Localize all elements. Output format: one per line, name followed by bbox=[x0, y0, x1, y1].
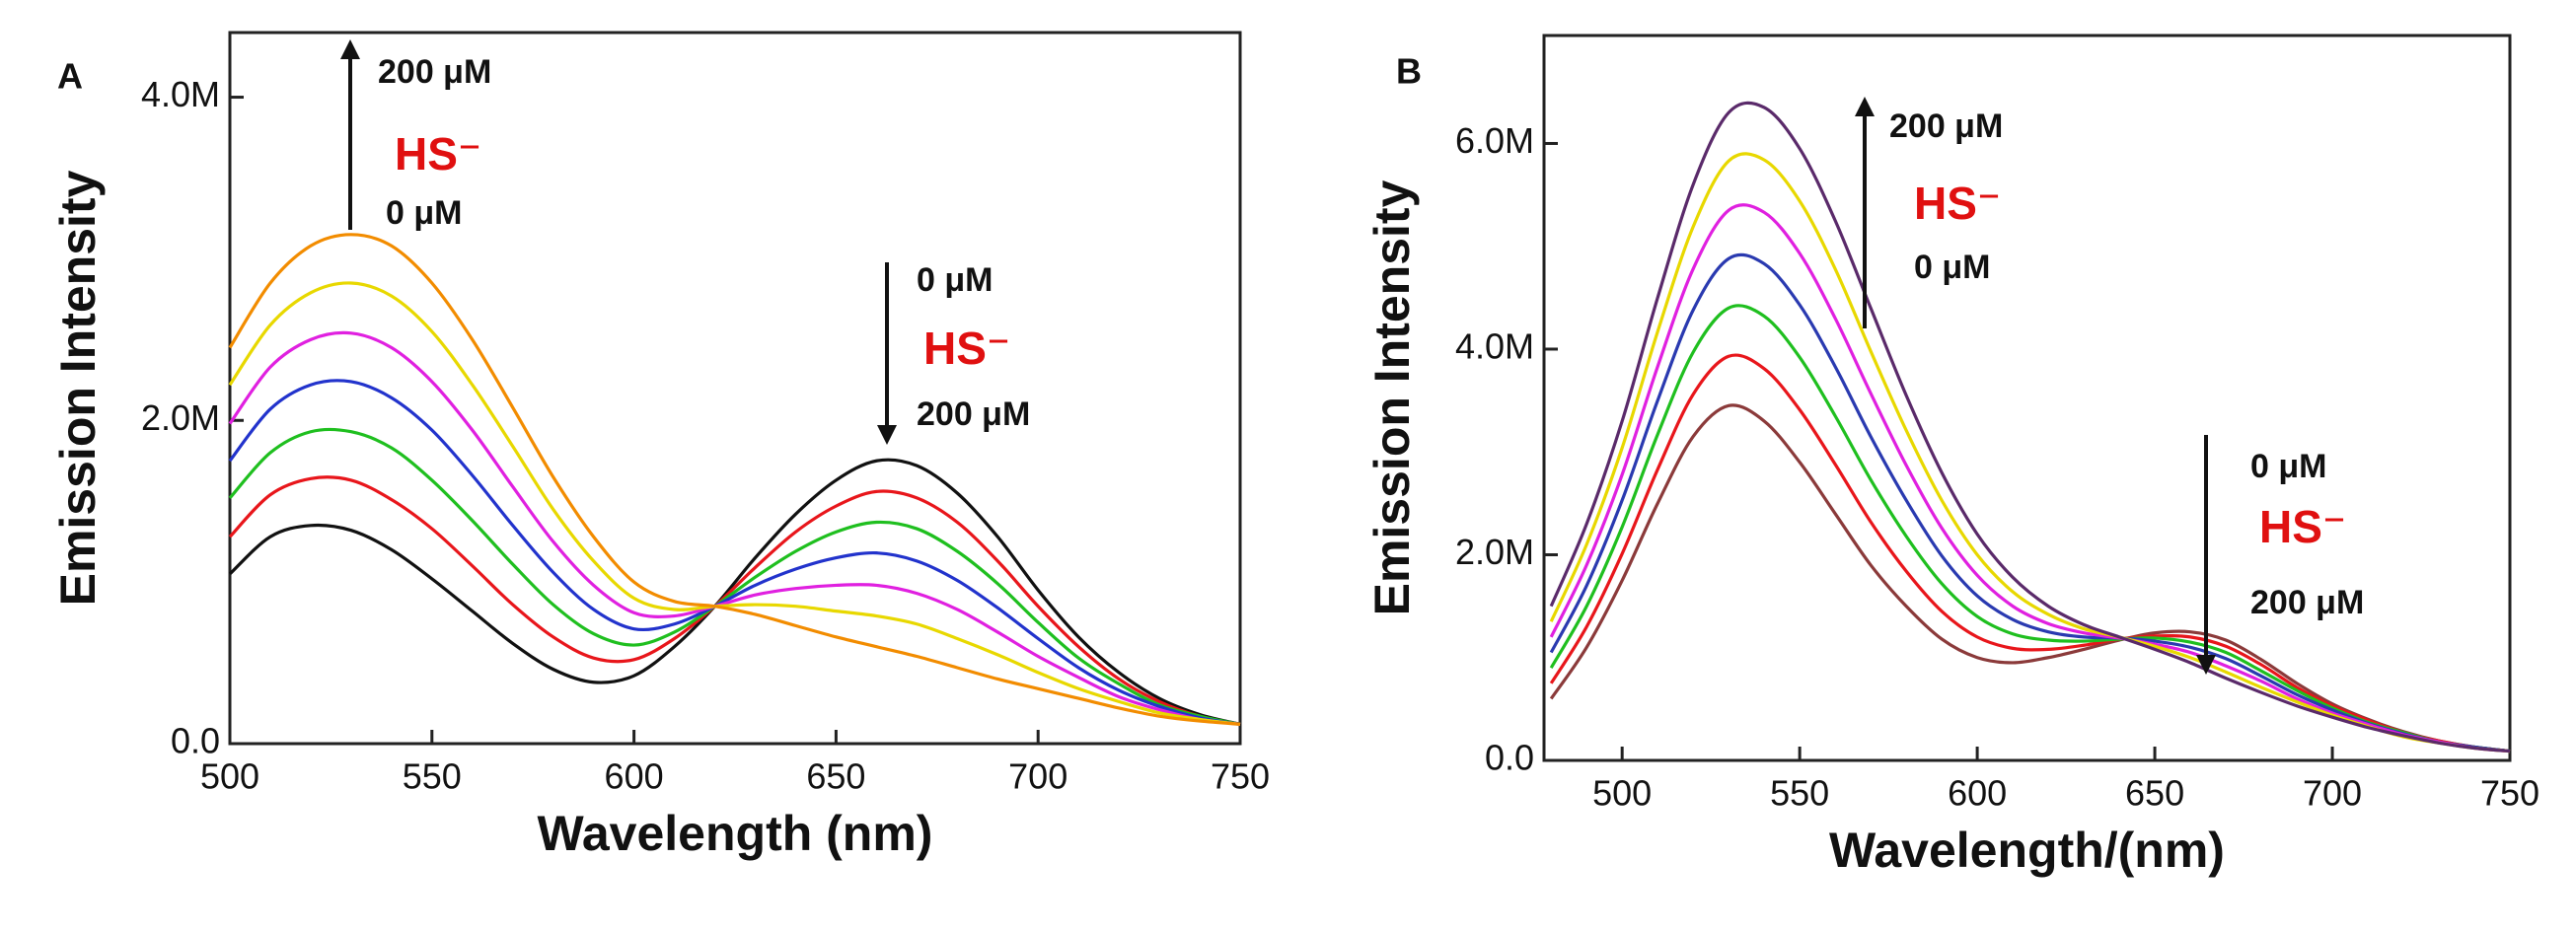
x-axis-title: Wavelength (nm) bbox=[538, 806, 933, 861]
x-tick-label: 600 bbox=[605, 756, 664, 797]
annotation: HS⁻ bbox=[395, 128, 481, 179]
annotation: 0 μM bbox=[917, 261, 993, 299]
spectrum-line bbox=[1549, 101, 2511, 754]
x-tick-label: 750 bbox=[2480, 773, 2539, 814]
y-tick-label: 4.0M bbox=[141, 74, 220, 114]
annotation: A bbox=[57, 56, 83, 97]
annotation: 200 μM bbox=[1889, 108, 2003, 145]
annotation: 0 μM bbox=[386, 194, 462, 232]
spectrum-line bbox=[1549, 353, 2511, 754]
y-axis-title: Emission Intensity bbox=[50, 170, 106, 606]
x-tick-label: 750 bbox=[1211, 756, 1270, 797]
annotation: HS⁻ bbox=[2259, 501, 2346, 552]
annotation: 0 μM bbox=[1914, 249, 1990, 286]
annotation: 0 μM bbox=[2250, 448, 2326, 485]
annotation: B bbox=[1396, 51, 1422, 92]
y-tick-label: 2.0M bbox=[1455, 532, 1534, 572]
plot-frame bbox=[1542, 34, 2512, 762]
spectrum-line bbox=[1549, 252, 2511, 754]
annotation: 200 μM bbox=[378, 53, 491, 91]
spectrum-line bbox=[228, 475, 1241, 726]
spectrum-line bbox=[1549, 304, 2511, 754]
spectrum-line bbox=[1549, 403, 2511, 754]
x-tick-label: 500 bbox=[1592, 773, 1652, 814]
spectrum-line bbox=[228, 458, 1241, 726]
x-tick-label: 550 bbox=[403, 756, 462, 797]
y-tick-label: 2.0M bbox=[141, 397, 220, 438]
x-tick-label: 650 bbox=[806, 756, 865, 797]
x-tick-label: 700 bbox=[1008, 756, 1067, 797]
x-tick-label: 500 bbox=[200, 756, 259, 797]
x-tick-label: 550 bbox=[1770, 773, 1829, 814]
y-tick-label: 4.0M bbox=[1455, 325, 1534, 366]
spectrum-line bbox=[1549, 152, 2511, 754]
spectrum-line bbox=[228, 330, 1241, 726]
y-tick-label: 6.0M bbox=[1455, 120, 1534, 161]
spectrum-line bbox=[228, 379, 1241, 726]
annotation: HS⁻ bbox=[1914, 178, 2001, 229]
plot-frame bbox=[228, 31, 1242, 746]
annotation: 200 μM bbox=[917, 395, 1030, 433]
spectrum-line bbox=[228, 427, 1241, 726]
spectrum-line bbox=[1549, 203, 2511, 754]
annotation: 200 μM bbox=[2250, 584, 2364, 621]
x-tick-label: 600 bbox=[1948, 773, 2007, 814]
spectrum-line bbox=[228, 281, 1241, 726]
annotation: HS⁻ bbox=[923, 323, 1010, 374]
x-tick-label: 650 bbox=[2125, 773, 2184, 814]
x-axis-title: Wavelength/(nm) bbox=[1829, 823, 2225, 878]
y-tick-label: 0.0 bbox=[171, 721, 220, 761]
spectrum-line bbox=[228, 233, 1241, 726]
y-axis-title: Emission Intensity bbox=[1364, 179, 1420, 615]
y-tick-label: 0.0 bbox=[1485, 738, 1534, 778]
x-tick-label: 700 bbox=[2303, 773, 2362, 814]
